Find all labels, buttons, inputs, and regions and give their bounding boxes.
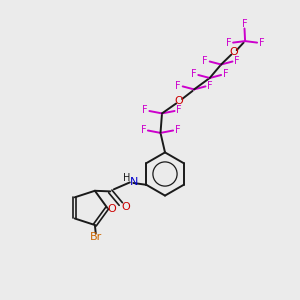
Text: F: F bbox=[191, 69, 196, 80]
Text: F: F bbox=[259, 38, 264, 48]
Text: F: F bbox=[234, 56, 240, 66]
Text: F: F bbox=[176, 105, 182, 116]
Text: N: N bbox=[130, 177, 138, 187]
Text: O: O bbox=[107, 204, 116, 214]
Text: O: O bbox=[174, 96, 183, 106]
Text: F: F bbox=[142, 105, 148, 116]
Text: F: F bbox=[202, 56, 208, 66]
Text: O: O bbox=[122, 202, 130, 212]
Text: F: F bbox=[175, 125, 180, 135]
Text: F: F bbox=[176, 81, 181, 91]
Text: F: F bbox=[226, 38, 231, 48]
Text: F: F bbox=[141, 125, 146, 135]
Text: H: H bbox=[122, 173, 130, 183]
Text: Br: Br bbox=[90, 232, 103, 242]
Text: F: F bbox=[207, 81, 213, 91]
Text: O: O bbox=[229, 47, 238, 58]
Text: F: F bbox=[223, 69, 228, 80]
Text: F: F bbox=[242, 19, 248, 29]
